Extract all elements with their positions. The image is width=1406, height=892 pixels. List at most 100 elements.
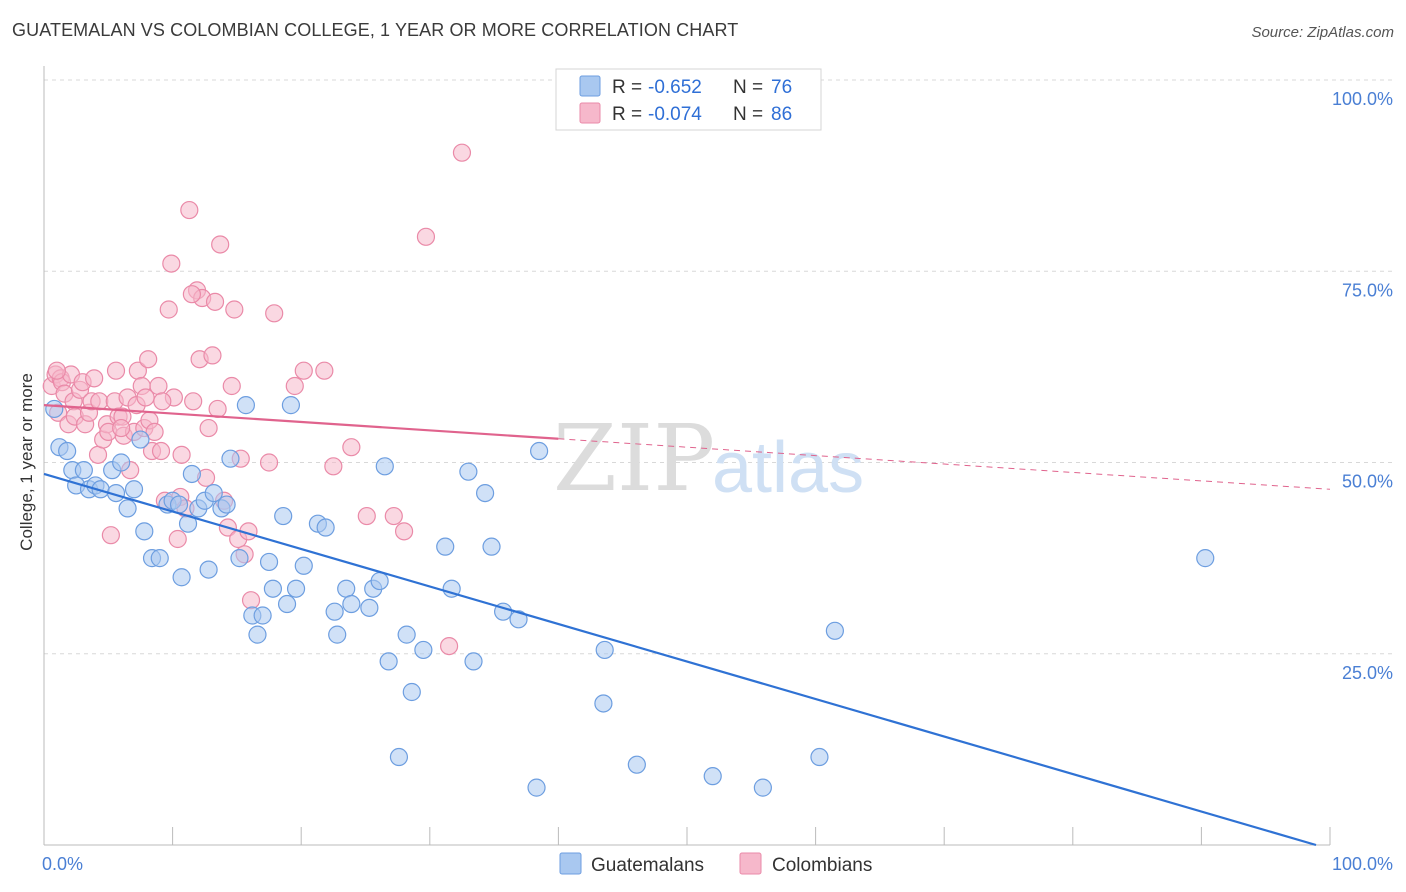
- guatemalans-point: [74, 461, 93, 480]
- legend-n-label-1: N =: [733, 77, 763, 98]
- bottom-legend-colombians: Colombians: [772, 855, 872, 876]
- guatemalans-point: [277, 594, 297, 614]
- colombians-point: [180, 200, 199, 220]
- colombians-point: [211, 235, 230, 254]
- x-tick-right: 100.0%: [1332, 854, 1393, 874]
- guatemalans-point: [442, 579, 461, 598]
- colombians-point: [172, 445, 191, 464]
- guatemalans-point: [594, 694, 613, 713]
- colombians-point: [225, 300, 244, 319]
- colombians-point: [106, 361, 126, 380]
- colombians-point: [184, 392, 203, 411]
- guatemalans-point: [397, 625, 416, 644]
- colombians-point: [182, 285, 201, 304]
- legend-r-value-1: -0.652: [648, 77, 702, 98]
- guatemalans-point: [221, 449, 240, 468]
- guatemalans-point: [182, 464, 201, 484]
- guatemalans-point: [45, 399, 64, 419]
- guatemalans-point: [172, 568, 191, 587]
- y-axis-title: College, 1 year or more: [17, 373, 36, 551]
- colombians-point: [285, 376, 304, 396]
- guatemalans-point: [703, 767, 722, 786]
- guatemalans-point: [527, 778, 546, 797]
- colombians-point: [112, 418, 131, 438]
- colombians-point: [153, 392, 172, 411]
- guatemalans-point: [337, 579, 356, 598]
- legend-swatch-blue: [579, 75, 601, 97]
- guatemalans-point: [342, 594, 361, 614]
- colombians-point: [149, 376, 168, 396]
- x-tick-left: 0.0%: [42, 854, 83, 874]
- guatemalans-point: [482, 537, 501, 556]
- colombians-point: [452, 143, 472, 162]
- colombians-trend-line-dashed: [558, 438, 1331, 490]
- guatemalans-point: [464, 652, 483, 671]
- legend-n-label-2: N =: [733, 104, 763, 125]
- grid: [44, 79, 1393, 655]
- guatemalans-point: [810, 747, 829, 767]
- guatemalans-trend-line: [43, 472, 1317, 847]
- guatemalans-point: [509, 610, 528, 629]
- series-legend: Guatemalans Colombians: [559, 852, 872, 876]
- colombians-point: [162, 254, 181, 273]
- stats-legend: R = -0.652 N = 76 R = -0.074 N = 86: [555, 68, 822, 131]
- guatemalans-point: [475, 484, 495, 503]
- colombians-point: [439, 636, 459, 656]
- colombians-points: [42, 143, 472, 656]
- y-tick-label-50: 50.0%: [1342, 472, 1393, 492]
- colombians-point: [259, 453, 279, 472]
- colombians-point: [241, 591, 261, 610]
- colombians-point: [90, 392, 109, 411]
- bottom-legend-swatch-guatemalans: [559, 852, 582, 875]
- y-tick-label-100: 100.0%: [1332, 89, 1393, 109]
- legend-swatch-pink: [579, 102, 601, 124]
- guatemalans-point: [274, 506, 293, 526]
- guatemalans-point: [402, 682, 421, 702]
- axes: [43, 66, 1331, 846]
- colombians-point: [159, 300, 178, 319]
- guatemalans-point: [389, 747, 409, 767]
- colombians-point: [47, 361, 66, 380]
- colombians-point: [315, 361, 334, 380]
- colombians-point: [205, 292, 225, 311]
- guatemalans-point: [135, 522, 154, 541]
- guatemalans-point: [595, 640, 614, 660]
- guatemalans-point: [112, 453, 131, 472]
- guatemalans-point: [204, 484, 223, 503]
- guatemalans-point: [118, 499, 137, 518]
- colombians-point: [85, 369, 104, 388]
- guatemalans-point: [131, 430, 150, 449]
- colombians-trend-line: [43, 404, 559, 440]
- colombians-point: [394, 522, 414, 541]
- y-tick-label-75: 75.0%: [1342, 280, 1393, 300]
- guatemalans-point: [286, 579, 306, 598]
- guatemalans-point: [414, 640, 433, 660]
- guatemalans-point: [199, 560, 218, 579]
- guatemalans-point: [1196, 549, 1215, 568]
- colombians-point: [294, 361, 313, 380]
- guatemalans-point: [253, 606, 272, 625]
- chart-title: GUATEMALAN VS COLOMBIAN COLLEGE, 1 YEAR …: [12, 20, 739, 40]
- trend-lines: [43, 404, 1331, 847]
- guatemalans-point: [328, 625, 347, 644]
- guatemalans-point: [370, 571, 389, 591]
- colombians-point: [384, 506, 403, 526]
- guatemalans-point: [316, 518, 335, 537]
- guatemalans-point: [263, 579, 283, 598]
- guatemalans-point: [294, 556, 313, 575]
- legend-r-label-1: R =: [612, 77, 642, 98]
- y-tick-labels: 100.0% 75.0% 50.0% 25.0%: [1332, 89, 1393, 683]
- guatemalans-point: [530, 441, 549, 461]
- guatemalans-point: [379, 652, 398, 671]
- guatemalans-point: [217, 495, 236, 514]
- legend-n-value-1: 76: [771, 77, 792, 98]
- colombians-point: [145, 422, 164, 441]
- guatemalans-point: [124, 480, 144, 499]
- guatemalans-point: [436, 537, 455, 556]
- guatemalans-point: [58, 441, 77, 461]
- source-label: Source: ZipAtlas.com: [1251, 24, 1394, 41]
- colombians-point: [208, 399, 227, 419]
- guatemalans-point: [248, 625, 267, 644]
- guatemalans-point: [360, 598, 379, 617]
